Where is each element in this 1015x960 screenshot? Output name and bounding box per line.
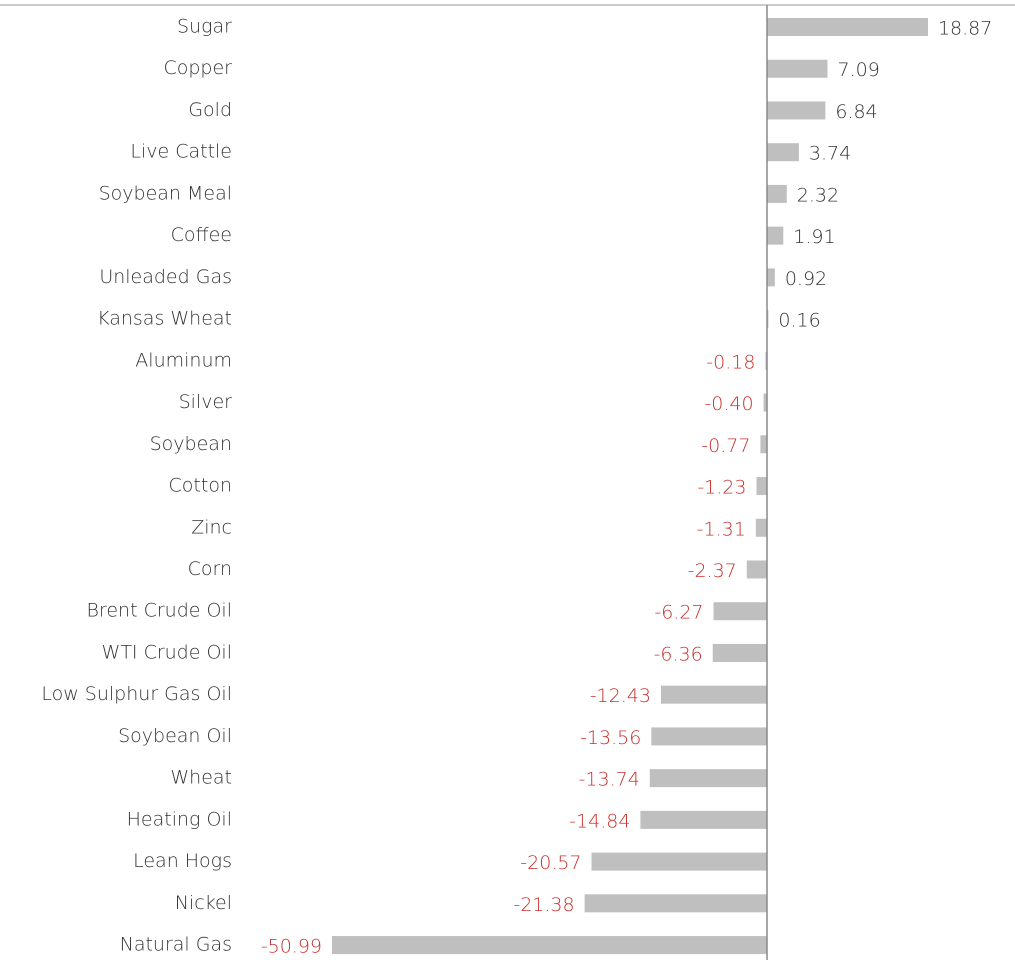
bar bbox=[755, 518, 768, 537]
category-label: Zinc bbox=[191, 516, 232, 538]
category-label: Low Sulphur Gas Oil bbox=[41, 683, 232, 705]
value-label: -0.77 bbox=[701, 435, 750, 457]
bar bbox=[767, 268, 775, 287]
value-label: -21.38 bbox=[513, 894, 574, 916]
category-label: Kansas Wheat bbox=[97, 308, 232, 330]
category-label: Soybean Oil bbox=[118, 725, 232, 747]
category-label: Soybean bbox=[150, 433, 232, 455]
bar bbox=[332, 936, 768, 955]
value-label: -6.36 bbox=[654, 643, 703, 665]
bar bbox=[767, 59, 828, 78]
value-label: 0.92 bbox=[785, 268, 827, 290]
value-label: 0.16 bbox=[778, 310, 820, 332]
value-label: -0.18 bbox=[706, 351, 755, 373]
value-label: -1.31 bbox=[697, 518, 746, 540]
bar bbox=[767, 18, 928, 36]
bar bbox=[712, 643, 768, 662]
value-label: 7.09 bbox=[837, 59, 879, 81]
bar bbox=[649, 769, 768, 788]
category-label: Sugar bbox=[177, 16, 232, 38]
bar bbox=[767, 226, 784, 245]
category-label: Brent Crude Oil bbox=[87, 600, 232, 622]
category-label: Silver bbox=[179, 391, 233, 413]
bar bbox=[640, 810, 768, 829]
category-label: Coffee bbox=[171, 224, 232, 246]
category-label: Corn bbox=[188, 558, 232, 580]
category-label: Wheat bbox=[170, 767, 232, 789]
bar bbox=[756, 477, 768, 496]
bar bbox=[746, 560, 768, 579]
bar bbox=[767, 143, 799, 162]
value-label: 3.74 bbox=[809, 143, 851, 165]
category-label: Unleaded Gas bbox=[99, 266, 232, 288]
bar bbox=[651, 727, 768, 746]
category-label: Gold bbox=[188, 99, 232, 121]
value-label: -50.99 bbox=[261, 936, 322, 958]
value-label: 2.32 bbox=[797, 184, 839, 206]
category-label: Copper bbox=[163, 57, 232, 79]
category-label: Lean Hogs bbox=[133, 850, 232, 872]
category-label: Heating Oil bbox=[127, 808, 232, 830]
bar bbox=[660, 685, 768, 704]
value-label: 6.84 bbox=[835, 101, 877, 123]
category-label: Soybean Meal bbox=[99, 182, 232, 204]
bar bbox=[713, 602, 768, 621]
value-label: -12.43 bbox=[590, 685, 651, 707]
value-label: -20.57 bbox=[520, 852, 581, 874]
category-label: Nickel bbox=[175, 892, 232, 914]
value-label: -0.40 bbox=[704, 393, 753, 415]
bar bbox=[591, 852, 768, 871]
value-label: -13.56 bbox=[580, 727, 641, 749]
bar bbox=[760, 435, 768, 454]
value-label: -2.37 bbox=[688, 560, 737, 582]
bar bbox=[767, 101, 826, 120]
bar bbox=[765, 351, 768, 370]
value-label: -6.27 bbox=[654, 602, 703, 624]
bar bbox=[763, 393, 768, 412]
category-label: Cotton bbox=[169, 475, 232, 497]
value-label: -1.23 bbox=[697, 477, 746, 499]
value-label: -13.74 bbox=[579, 769, 640, 791]
value-label: 18.87 bbox=[938, 18, 992, 40]
bar bbox=[767, 184, 787, 203]
value-label: -14.84 bbox=[569, 810, 630, 832]
category-label: Aluminum bbox=[135, 349, 232, 371]
category-label: Natural Gas bbox=[120, 934, 232, 956]
value-label: 1.91 bbox=[793, 226, 835, 248]
category-label: Live Cattle bbox=[130, 141, 232, 163]
category-label: WTI Crude Oil bbox=[102, 641, 232, 663]
bar bbox=[584, 894, 768, 913]
